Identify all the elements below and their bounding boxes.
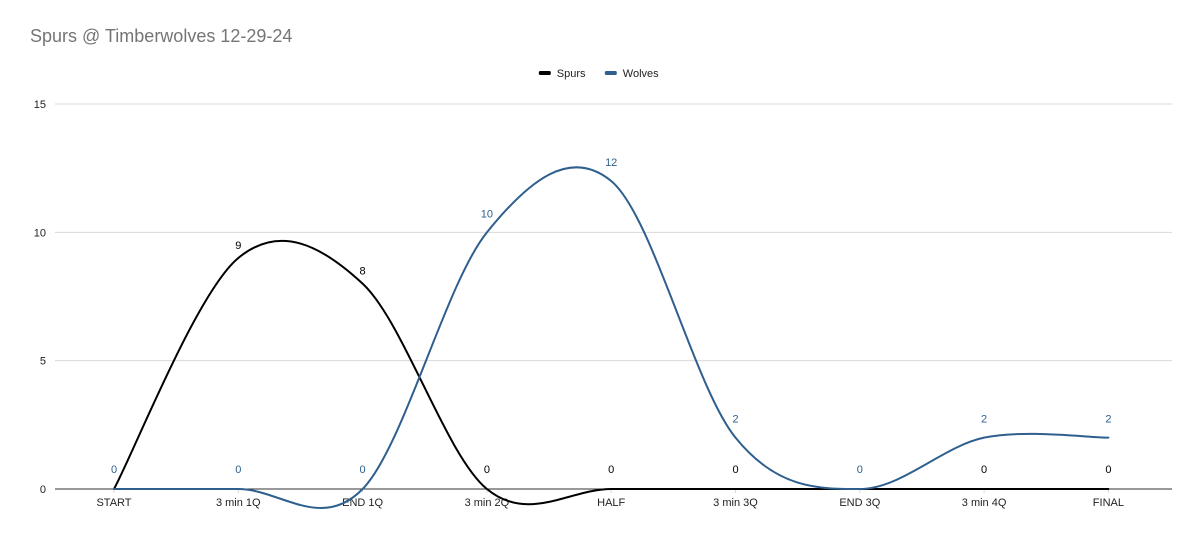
data-label-wolves: 0 (235, 464, 241, 476)
chart-title: Spurs @ Timberwolves 12-29-24 (30, 26, 293, 46)
data-label-spurs: 0 (981, 464, 987, 476)
data-label-wolves: 0 (857, 464, 863, 476)
x-tick-label: FINAL (1093, 497, 1124, 509)
y-tick-label-0: 0 (40, 484, 46, 496)
legend-label-spurs: Spurs (557, 68, 586, 80)
data-labels: 0 0 9 0 8 10 0 12 0 2 0 0 2 0 2 0 (111, 157, 1112, 476)
data-label-spurs: 0 (732, 464, 738, 476)
x-tick-label: 3 min 2Q (465, 497, 510, 509)
data-label-spurs: 9 (235, 240, 241, 252)
legend-swatch-spurs (538, 71, 551, 75)
y-tick-label-10: 10 (34, 227, 46, 239)
series-line-spurs (113, 240, 1110, 506)
x-tick-label: 3 min 4Q (962, 497, 1007, 509)
series (113, 166, 1110, 509)
x-tick-label: END 1Q (342, 497, 383, 509)
data-label-spurs: 0 (484, 464, 490, 476)
data-label-spurs: 0 (1105, 464, 1111, 476)
data-label-wolves: 0 (360, 464, 366, 476)
series-line-wolves (113, 166, 1110, 509)
data-label-wolves: 2 (732, 414, 738, 426)
data-label-wolves: 0 (111, 464, 117, 476)
legend-swatch-wolves (604, 71, 617, 75)
legend-label-wolves: Wolves (623, 68, 659, 80)
data-label-spurs: 8 (360, 266, 366, 278)
x-tick-label: HALF (597, 497, 625, 509)
x-tick-label: 3 min 3Q (713, 497, 758, 509)
data-label-wolves: 2 (981, 414, 987, 426)
data-label-wolves: 10 (481, 208, 493, 220)
axes: 0 5 10 15 START 3 min 1Q END 1Q 3 min 2Q HALF 3 m… (34, 99, 1172, 509)
x-tick-label: END 3Q (839, 497, 880, 509)
y-tick-label-5: 5 (40, 356, 46, 368)
data-label-spurs: 0 (608, 464, 614, 476)
legend: Spurs Wolves (538, 68, 659, 80)
y-tick-label-15: 15 (34, 99, 46, 111)
data-label-wolves: 2 (1105, 414, 1111, 426)
x-tick-label: START (96, 497, 131, 509)
grid (55, 103, 1172, 362)
data-label-wolves: 12 (605, 157, 617, 169)
x-tick-label: 3 min 1Q (216, 497, 261, 509)
